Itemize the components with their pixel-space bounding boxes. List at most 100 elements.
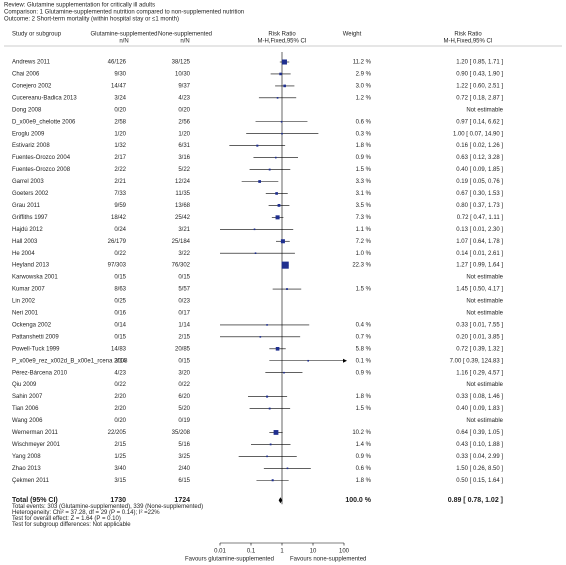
weight-label: 5.8 % — [356, 346, 372, 352]
weight-label: 1.4 % — [356, 442, 372, 448]
study-name: Kumar 2007 — [12, 287, 45, 293]
ctrl-events: 0/17 — [178, 311, 190, 317]
study-name: Eroglu 2009 — [12, 131, 45, 137]
ctrl-events: 0/15 — [178, 358, 190, 364]
ci-label: 0.14 [ 0.01, 2.61 ] — [456, 251, 503, 257]
ci-label: 0.67 [ 0.30, 1.53 ] — [456, 191, 503, 197]
exp-events: 3/15 — [114, 478, 126, 484]
column-header: Weight — [343, 32, 362, 38]
exp-events: 3/14 — [114, 358, 126, 364]
weight-label: 1.5 % — [356, 167, 372, 173]
ci-label: 0.40 [ 0.09, 1.85 ] — [456, 167, 503, 173]
study-square — [281, 132, 283, 135]
weight-label: 3.0 % — [356, 83, 372, 89]
study-square — [277, 203, 281, 207]
footnote: Heterogeneity: Chi² = 37.28, df = 29 (P … — [12, 510, 160, 516]
study-name: Goeters 2002 — [12, 191, 49, 197]
study-square — [268, 168, 271, 171]
ci-label: 0.63 [ 0.12, 3.28 ] — [456, 155, 503, 161]
weight-label: 3.3 % — [356, 179, 372, 185]
exp-events: 46/126 — [108, 60, 127, 66]
footnote: Total events: 303 (Glutamine-supplemente… — [12, 504, 203, 510]
weight-label: 1.8 % — [356, 478, 372, 484]
weight-label: 100.0 % — [345, 497, 371, 504]
ctrl-events: 9/37 — [178, 83, 190, 89]
ctrl-events: 38/125 — [172, 60, 191, 66]
exp-events: 1/20 — [114, 131, 126, 137]
ctrl-events: 2/15 — [178, 334, 190, 340]
study-name: Fuentes-Orozco 2004 — [12, 155, 71, 161]
ctrl-events: 6/20 — [178, 394, 190, 400]
ctrl-events: 76/302 — [172, 263, 191, 269]
column-header: None-supplemented — [158, 32, 212, 38]
ci-label: 0.50 [ 0.15, 1.64 ] — [456, 478, 503, 484]
weight-label: 0.7 % — [356, 334, 372, 340]
exp-events: 0/22 — [114, 382, 126, 388]
study-square — [266, 395, 269, 398]
study-name: Heyland 2013 — [12, 263, 50, 269]
study-name: Chai 2006 — [12, 72, 40, 78]
study-square — [258, 180, 262, 183]
ctrl-events: 3/20 — [178, 370, 190, 376]
exp-events: 2/21 — [114, 179, 126, 185]
study-name: Griffiths 1997 — [12, 215, 48, 221]
study-square — [281, 59, 287, 65]
study-square — [269, 443, 272, 446]
ci-label: 0.13 [ 0.01, 2.30 ] — [456, 227, 503, 233]
exp-events: 7/33 — [114, 191, 126, 197]
weight-label: 7.2 % — [356, 239, 372, 245]
study-name: Lin 2002 — [12, 299, 36, 305]
exp-events: 22/205 — [108, 430, 127, 436]
weight-label: 0.9 % — [356, 155, 372, 161]
ctrl-events: 20/85 — [175, 346, 191, 352]
study-name: Andrews 2011 — [12, 60, 51, 66]
exp-events: 3/24 — [114, 95, 126, 101]
study-square — [274, 156, 277, 159]
ci-label: Not estimable — [466, 107, 503, 113]
exp-events: 2/17 — [114, 155, 126, 161]
weight-label: 0.6 % — [356, 466, 372, 472]
exp-events: 1/25 — [114, 454, 126, 460]
exp-events: 97/303 — [108, 263, 127, 269]
total-diamond — [278, 497, 283, 504]
weight-label: 0.4 % — [356, 322, 372, 328]
study-square — [281, 261, 289, 269]
ci-label: 0.19 [ 0.05, 0.76 ] — [456, 179, 503, 185]
study-square — [280, 120, 283, 123]
ci-label: 0.72 [ 0.47, 1.11 ] — [457, 215, 504, 221]
weight-label: 2.9 % — [356, 72, 372, 78]
study-name: Estivariz 2008 — [12, 143, 50, 149]
ci-label: 1.16 [ 0.29, 4.57 ] — [456, 370, 503, 376]
weight-label: 1.1 % — [356, 227, 372, 233]
study-square — [266, 455, 268, 458]
ctrl-events: 11/35 — [175, 191, 190, 197]
ctrl-events: 5/20 — [178, 406, 190, 412]
ci-label: Not estimable — [466, 311, 503, 317]
study-name: Pattanshetti 2009 — [12, 334, 59, 340]
study-square — [275, 346, 280, 351]
study-square — [275, 192, 278, 195]
study-name: Qiu 2009 — [12, 382, 37, 388]
weight-label: 1.8 % — [356, 394, 372, 400]
study-square — [275, 215, 280, 220]
study-square — [256, 144, 259, 147]
ctrl-events: 5/16 — [178, 442, 190, 448]
study-name: He 2004 — [12, 251, 35, 257]
ci-label: 1.27 [ 0.99, 1.64 ] — [456, 263, 503, 269]
x-label-right: Favours none-supplemented — [290, 557, 366, 563]
column-header: Risk Ratio — [268, 32, 296, 38]
column-subheader: n/N — [119, 39, 128, 45]
ci-label: 1.00 [ 0.07, 14.90 ] — [453, 131, 503, 137]
x-label-left: Favours glutamine-supplemented — [185, 557, 274, 563]
ci-label: 0.16 [ 0.02, 1.26 ] — [456, 143, 503, 149]
ctrl-events: 0/20 — [178, 107, 190, 113]
ci-label: 0.43 [ 0.10, 1.88 ] — [456, 442, 503, 448]
ci-label: Not estimable — [466, 275, 503, 281]
ctrl-events: 3/22 — [178, 251, 190, 257]
study-square — [280, 239, 285, 244]
ctrl-events: 0/15 — [178, 275, 190, 281]
ci-label: 0.40 [ 0.09, 1.83 ] — [456, 406, 503, 412]
study-name: Garrel 2003 — [12, 179, 44, 185]
weight-label: 7.3 % — [356, 215, 372, 221]
exp-events: 8/63 — [114, 287, 126, 293]
